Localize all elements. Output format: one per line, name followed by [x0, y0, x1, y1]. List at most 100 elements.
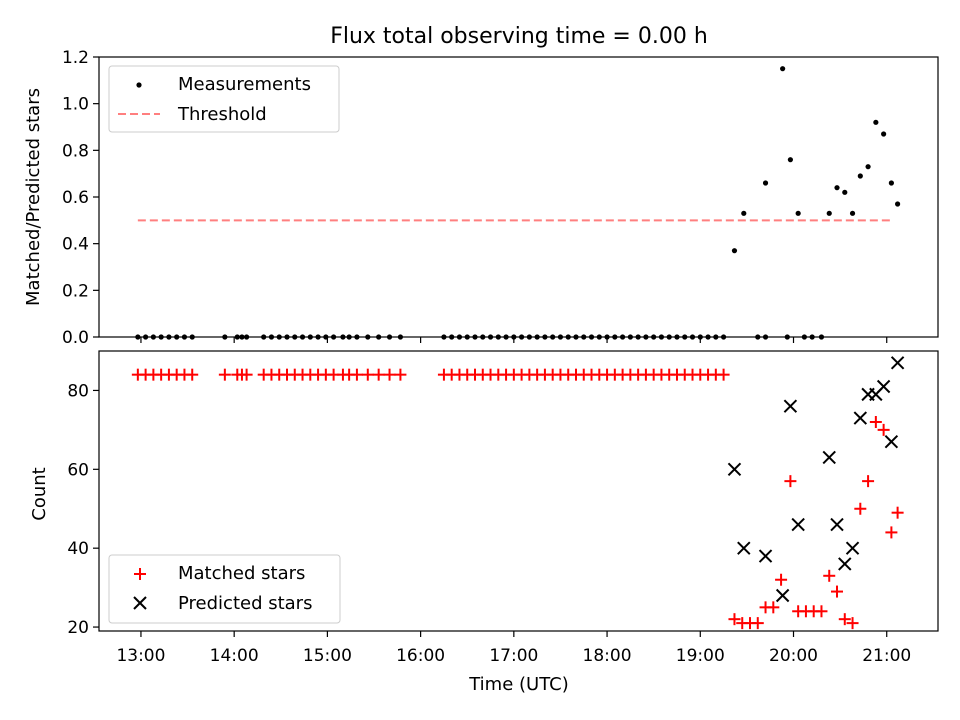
measurement-point	[268, 334, 275, 340]
measurement-point	[323, 334, 329, 340]
measurement-point	[354, 334, 360, 340]
measurement-point	[472, 334, 478, 340]
top-series-layer	[135, 66, 901, 340]
measurement-point	[818, 334, 825, 340]
measurement-point	[762, 334, 769, 340]
measurement-point	[239, 334, 245, 340]
measurement-point	[307, 334, 313, 340]
measurement-point	[881, 131, 887, 137]
legend-predicted-label: Predicted stars	[178, 593, 312, 614]
top-y-tick-label: 1.0	[62, 95, 89, 115]
measurement-point	[397, 334, 404, 340]
predicted-star-point	[727, 462, 742, 477]
measurement-point	[731, 248, 738, 254]
measurement-point	[795, 210, 801, 216]
predicted-star-point	[890, 356, 905, 370]
measurement-point	[181, 334, 188, 340]
measurement-point	[234, 334, 240, 340]
predicted-star-point	[838, 557, 852, 571]
predicted-star-point	[791, 517, 805, 532]
top-y-tick-label: 0.8	[62, 141, 89, 161]
bottom-y-ticks: 20 40 60 80	[67, 381, 99, 638]
measurement-point	[842, 189, 848, 195]
predicted-star-point	[845, 541, 860, 555]
matched-star-point	[767, 601, 780, 614]
measurement-point	[557, 334, 564, 340]
matched-star-point	[877, 423, 890, 436]
measurement-point	[276, 334, 282, 340]
measurement-point	[386, 334, 393, 340]
legend-matched-marker	[134, 568, 146, 580]
measurement-point	[166, 334, 172, 340]
measurement-point	[464, 334, 470, 340]
measurement-point	[755, 334, 761, 340]
measurement-point	[143, 334, 149, 340]
measurement-point	[895, 201, 901, 207]
measurement-point	[849, 210, 856, 216]
measurement-point	[376, 334, 382, 340]
measurement-point	[581, 334, 587, 340]
measurement-point	[174, 334, 180, 340]
measurement-point	[526, 334, 532, 340]
measurement-point	[487, 334, 494, 340]
matched-star-point	[186, 368, 199, 381]
top-y-tick-label: 0.4	[62, 235, 89, 255]
measurement-point	[873, 119, 879, 125]
matched-star-point	[869, 415, 882, 428]
measurement-point	[674, 334, 680, 340]
bottom-y-tick-label: 20	[67, 618, 89, 638]
matched-star-point	[784, 475, 797, 488]
measurement-point	[244, 334, 250, 340]
measurement-point	[865, 164, 871, 170]
measurement-point	[480, 334, 486, 340]
x-tick-label: 20:00	[769, 646, 818, 666]
matched-star-point	[383, 368, 396, 381]
legend-measurements-marker	[136, 82, 142, 88]
measurement-point	[158, 334, 164, 340]
measurement-point	[780, 66, 786, 72]
measurement-point	[189, 334, 195, 340]
measurement-point	[222, 334, 228, 340]
bottom-legend: Matched stars Predicted stars	[108, 554, 341, 624]
predicted-star-point	[737, 541, 751, 555]
matched-star-point	[775, 573, 788, 586]
measurement-point	[627, 334, 633, 340]
measurement-point	[635, 334, 641, 340]
x-tick-label: 18:00	[583, 646, 632, 666]
predicted-star-point	[758, 549, 773, 563]
measurement-point	[292, 334, 298, 340]
predicted-star-point	[884, 434, 899, 449]
top-legend: Measurements Threshold	[108, 65, 340, 133]
figure-title: Flux total observing time = 0.00 h	[330, 24, 708, 49]
measurement-point	[331, 334, 337, 340]
measurement-point	[784, 334, 790, 340]
measurement-point	[826, 210, 832, 216]
measurement-point	[643, 334, 649, 340]
x-tick-label: 17:00	[489, 646, 538, 666]
predicted-star-point	[783, 399, 798, 413]
matched-star-point	[823, 569, 836, 582]
measurement-point	[565, 334, 571, 340]
measurement-point	[762, 180, 769, 186]
measurement-point	[550, 334, 556, 340]
measurement-point	[658, 334, 665, 340]
top-y-tick-label: 1.2	[62, 48, 89, 68]
top-legend-box	[108, 65, 340, 133]
x-tick-label: 15:00	[303, 646, 352, 666]
measurement-point	[503, 334, 509, 340]
measurement-point	[534, 334, 540, 340]
matched-star-point	[831, 585, 844, 598]
measurement-point	[809, 334, 815, 340]
predicted-star-point	[775, 588, 790, 603]
measurement-point	[261, 334, 267, 340]
predicted-star-point	[876, 379, 891, 394]
bottom-y-tick-label: 40	[67, 539, 89, 559]
legend-measurements-label: Measurements	[178, 74, 311, 95]
measurement-point	[340, 334, 346, 340]
matched-star-point	[372, 368, 385, 381]
measurement-point	[834, 185, 840, 191]
measurement-point	[720, 334, 727, 340]
measurement-point	[150, 334, 156, 340]
matched-star-point	[862, 475, 875, 488]
